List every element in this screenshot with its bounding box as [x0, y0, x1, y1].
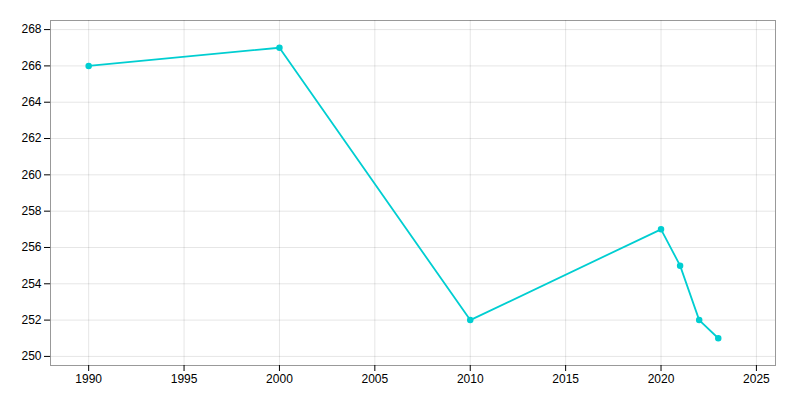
svg-text:1990: 1990 [75, 372, 102, 386]
svg-text:2025: 2025 [743, 372, 770, 386]
svg-text:260: 260 [21, 168, 41, 182]
svg-text:264: 264 [21, 95, 41, 109]
svg-text:256: 256 [21, 240, 41, 254]
svg-text:252: 252 [21, 313, 41, 327]
svg-text:2020: 2020 [648, 372, 675, 386]
svg-text:2015: 2015 [552, 372, 579, 386]
svg-text:250: 250 [21, 349, 41, 363]
svg-text:254: 254 [21, 277, 41, 291]
svg-text:266: 266 [21, 59, 41, 73]
svg-text:1995: 1995 [171, 372, 198, 386]
svg-text:258: 258 [21, 204, 41, 218]
svg-text:268: 268 [21, 22, 41, 36]
svg-text:262: 262 [21, 131, 41, 145]
svg-text:2010: 2010 [457, 372, 484, 386]
svg-text:2005: 2005 [361, 372, 388, 386]
svg-text:2000: 2000 [266, 372, 293, 386]
